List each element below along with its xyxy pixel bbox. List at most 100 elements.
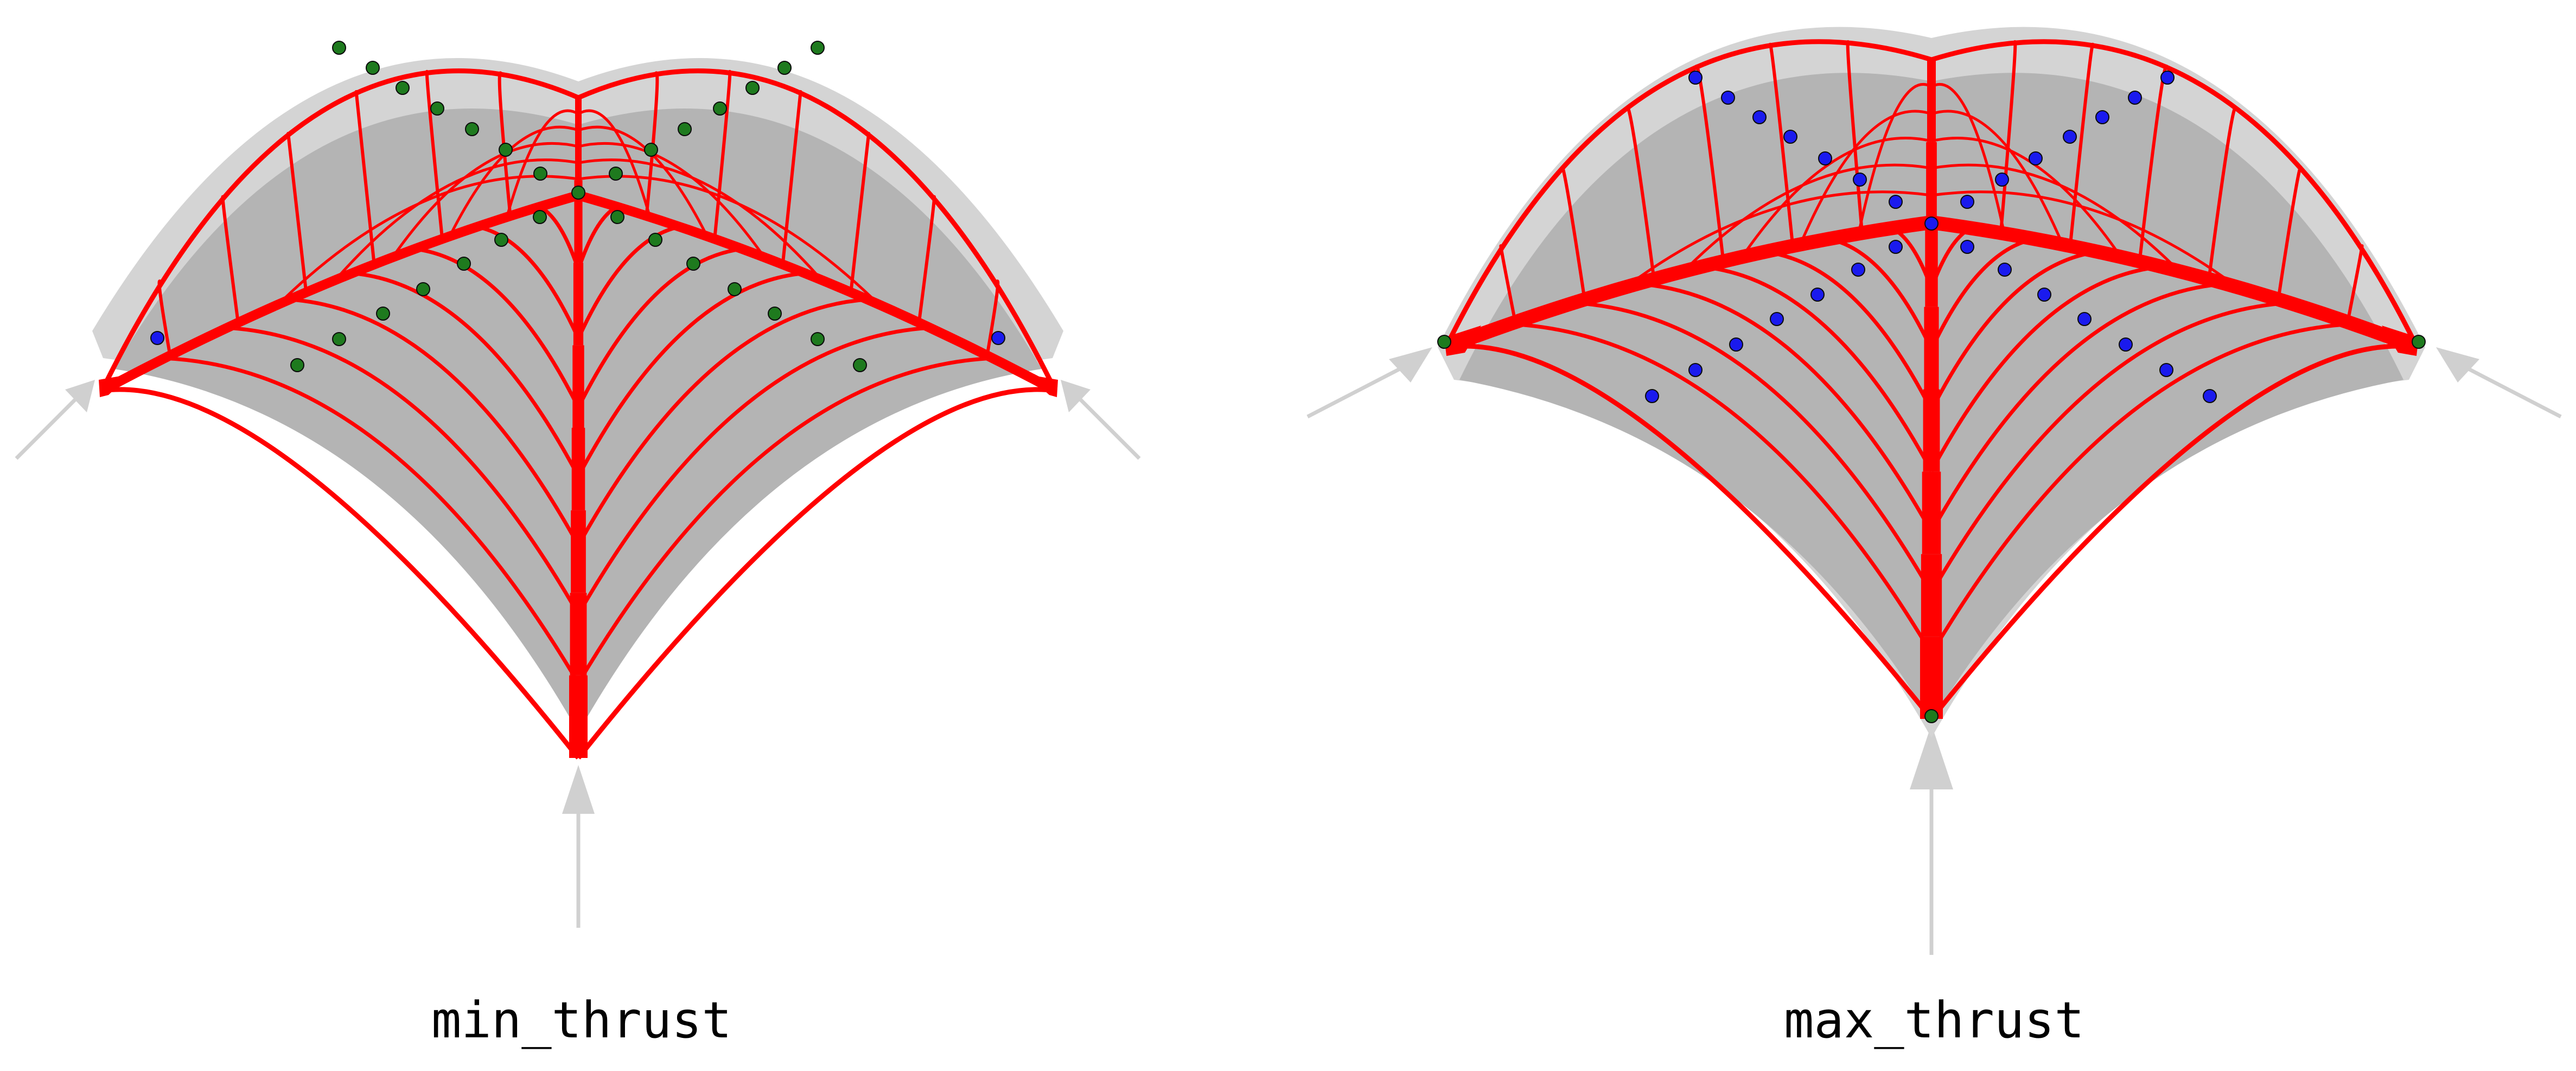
green-node	[811, 41, 825, 55]
green-node	[396, 81, 410, 95]
front-web-line-left	[414, 247, 581, 409]
back-arch-right	[1930, 39, 2420, 348]
green-node	[533, 210, 547, 224]
back-web-line-left	[1694, 65, 1725, 262]
green-node	[811, 332, 825, 346]
blue-node	[1721, 91, 1735, 105]
back-web-line-left	[1499, 244, 1517, 323]
min-thrust-caption: min_thrust	[431, 991, 732, 1049]
green-node	[768, 307, 782, 321]
blue-node	[2029, 151, 2043, 165]
front-web-line-left	[1764, 250, 1934, 411]
blue-node	[1960, 195, 1974, 209]
reaction-arrowhead	[2436, 347, 2479, 382]
front-web-line-right	[1929, 265, 2163, 473]
green-node	[332, 41, 346, 55]
back-web-line-right	[849, 132, 871, 293]
reaction-line	[1306, 367, 1401, 419]
green-node	[644, 143, 658, 157]
back-web-line-right	[2346, 244, 2364, 323]
reaction-arrowhead	[562, 765, 595, 814]
green-node	[416, 282, 430, 296]
upper-web-line-right	[1931, 163, 2180, 272]
green-node	[499, 143, 513, 157]
front-edge-left	[1445, 343, 1934, 721]
green-node	[494, 233, 508, 247]
reaction-arrowhead	[1061, 380, 1091, 412]
blue-node	[1995, 173, 2009, 187]
front-web-line-right	[1929, 250, 2099, 411]
green-node	[457, 257, 471, 271]
blue-node	[1770, 312, 1784, 326]
green-node	[332, 332, 346, 346]
front-web-line-left	[164, 356, 581, 685]
back-web-line-right	[2207, 105, 2238, 279]
blue-node	[1688, 71, 1703, 85]
upper-web-line-right	[577, 109, 652, 218]
upper-web-line-right	[578, 158, 823, 281]
blue-node	[2037, 288, 2051, 302]
blue-node	[1810, 288, 1825, 302]
reaction-line	[2467, 367, 2562, 419]
blue-node	[2077, 312, 2092, 326]
upper-web-line-left	[334, 158, 579, 281]
upper-web-line-left	[505, 109, 579, 218]
back-web-line-left	[221, 195, 240, 323]
front-web-line-right	[576, 271, 805, 477]
green-node	[2412, 335, 2426, 349]
blue-node	[2203, 389, 2217, 403]
front-web-line-right	[576, 356, 993, 685]
front-web-line-right	[1929, 301, 2290, 594]
upper-web-line-right	[1930, 83, 2006, 234]
front-web-line-left	[227, 326, 581, 615]
green-node	[853, 358, 867, 372]
upper-web-line-left	[1624, 190, 1932, 289]
blue-node	[1924, 216, 1939, 231]
front-web-line-right	[576, 297, 868, 546]
back-web-line-right	[985, 279, 1000, 356]
front-web-line-left	[289, 297, 581, 546]
front-edge-right	[1929, 343, 2418, 721]
green-node	[648, 233, 662, 247]
reaction-arrowhead	[1910, 724, 1953, 789]
upper-web-line-right	[578, 142, 766, 258]
green-node	[777, 61, 792, 75]
blue-node	[1752, 110, 1767, 124]
front-web-line-left	[1637, 282, 1934, 533]
blue-node	[1688, 363, 1703, 377]
green-node	[571, 186, 585, 200]
reaction-line	[1078, 397, 1141, 460]
upper-web-line-left	[1857, 83, 1933, 234]
front-web-line-left	[1573, 301, 1934, 594]
support-left	[99, 374, 130, 397]
front-web-line-right	[576, 247, 743, 409]
back-web-line-right	[781, 90, 802, 265]
back-web-line-left	[354, 90, 376, 265]
green-node	[366, 61, 380, 75]
front-edge-right	[576, 387, 1056, 760]
green-node	[745, 81, 760, 95]
blue-node	[1645, 389, 1659, 403]
front-web-line-right	[1929, 237, 2035, 350]
blue-node	[2160, 71, 2175, 85]
front-web-line-left	[1828, 237, 1934, 350]
front-web-line-right	[576, 326, 930, 615]
green-node	[713, 101, 727, 116]
reaction-arrowhead	[1389, 347, 1432, 382]
max-thrust-panel	[1306, 27, 2562, 955]
upper-web-line-right	[1931, 190, 2239, 289]
blue-node	[2063, 130, 2077, 144]
front-web-line-right	[1929, 226, 1972, 290]
upper-web-line-right	[578, 125, 709, 237]
blue-node	[1851, 263, 1865, 277]
support-left	[1444, 326, 1481, 356]
upper-web-line-left	[1682, 163, 1932, 272]
green-node	[1437, 335, 1451, 349]
blue-node	[1960, 240, 1974, 254]
front-web-line-right	[576, 225, 680, 340]
front-web-line-right	[1929, 322, 2354, 655]
back-web-line-left	[157, 279, 172, 356]
blue-node	[150, 331, 164, 345]
front-web-line-right	[1929, 282, 2226, 533]
front-web-line-left	[352, 271, 581, 477]
